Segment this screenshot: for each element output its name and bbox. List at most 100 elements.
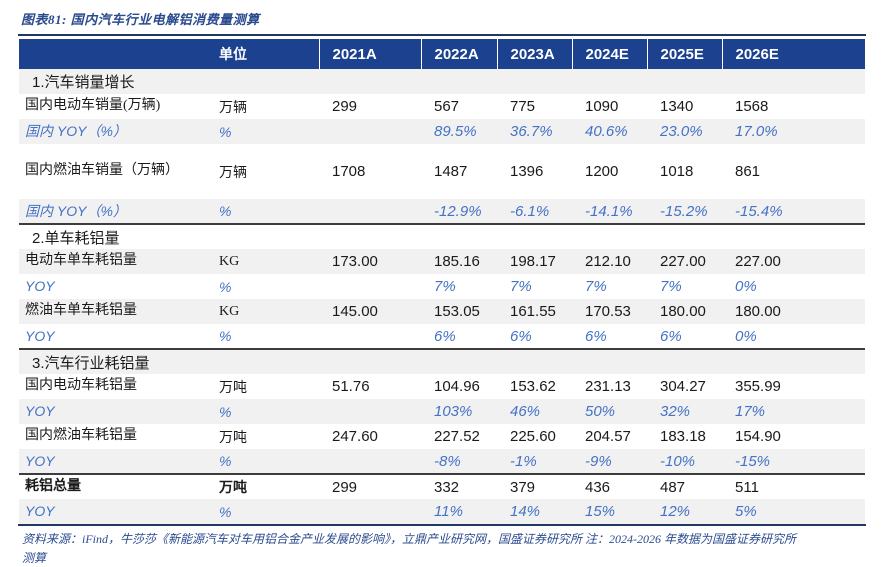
research-report-figure: 图表81: 国内汽车行业电解铝消费量测算 单位 2021A 2022A 2023A 2… <box>0 9 884 565</box>
header-year-2024E: 2024E <box>571 39 647 69</box>
table-row: 国内 YOY（%）% -12.9% -6.1% -14.1% -15.2% -15.4% <box>19 199 865 225</box>
cell-2024E: 15% <box>585 503 616 520</box>
row-unit: 万辆 <box>219 100 247 116</box>
cell-2022A: -12.9% <box>421 199 497 225</box>
cell-2025E: 7% <box>660 278 682 295</box>
section-label: 1.汽车销量增长 <box>32 74 135 91</box>
cell-2026E: 0% <box>722 324 865 350</box>
table-bottom-rule <box>18 524 866 526</box>
cell-2021A: 1708 <box>332 163 366 180</box>
row-unit: KG <box>219 303 240 319</box>
row-unit: % <box>214 449 319 475</box>
cell-2023A: 14% <box>510 503 541 520</box>
table-row: 国内燃油车耗铝量 万吨 247.60 227.52 225.60 204.57 183.18… <box>19 424 865 449</box>
row-unit: 万吨 <box>219 430 247 446</box>
cell-2026E: 180.00 <box>735 303 781 320</box>
table-row: YOY% 11% 14% 15% 12% 5% <box>19 499 865 524</box>
table-row: YOY% 6% 6% 6% 6% 0% <box>19 324 865 350</box>
cell-2026E: 227.00 <box>735 253 781 270</box>
source-note-line1: 资料来源：iFind，牛莎莎《新能源汽车对车用铝合金产业发展的影响》，立鼎产业研… <box>22 532 796 546</box>
cell-2023A: 36.7% <box>510 123 553 140</box>
row-label: 国内电动车销量(万辆) <box>25 98 161 114</box>
cell-2025E: -10% <box>647 449 722 475</box>
cell-2022A: 104.96 <box>434 378 480 395</box>
cell-2022A: 103% <box>434 403 473 420</box>
cell-2021A: 145.00 <box>332 303 378 320</box>
header-unit-cell: 单位 <box>219 48 247 63</box>
table-row: YOY% -8% -1% -9% -10% -15% <box>19 449 865 475</box>
cell-2022A: 7% <box>434 278 456 295</box>
cell-2022A: 332 <box>434 478 460 496</box>
cell-2025E: 304.27 <box>660 378 706 395</box>
cell-2026E: 5% <box>735 503 757 520</box>
cell-2024E: 170.53 <box>585 303 631 320</box>
cell-2025E: 6% <box>647 324 722 350</box>
cell-2023A: 379 <box>510 478 536 496</box>
section-row: 3.汽车行业耗铝量 <box>19 349 865 374</box>
section-row: 1.汽车销量增长 <box>19 69 865 94</box>
cell-2024E: 7% <box>585 278 607 295</box>
cell-2022A: 567 <box>434 98 460 115</box>
table-row: 国内燃油车销量（万辆） 万辆 1708 1487 1396 1200 1018 861 <box>19 144 865 199</box>
header-year-2026E: 2026E <box>721 39 865 69</box>
row-unit: % <box>219 403 232 420</box>
table-top-rule <box>18 34 866 36</box>
cell-2026E: 1568 <box>735 98 769 115</box>
cell-2023A: 7% <box>510 278 532 295</box>
cell-2025E: 32% <box>660 403 691 420</box>
cell-2021A: 51.76 <box>332 378 370 395</box>
row-label: YOY <box>19 324 214 350</box>
table-header: 单位 2021A 2022A 2023A 2024E 2025E 2026E <box>19 39 865 69</box>
table-row: YOY% 7% 7% 7% 7% 0% <box>19 274 865 299</box>
cell-2023A: 161.55 <box>510 303 556 320</box>
cell-2026E: 511 <box>735 478 759 496</box>
row-label: 电动车单车耗铝量 <box>25 253 137 269</box>
cell-2026E: 17.0% <box>735 123 778 140</box>
source-note: 资料来源：iFind，牛莎莎《新能源汽车对车用铝合金产业发展的影响》，立鼎产业研… <box>22 530 868 567</box>
row-unit: KG <box>219 253 240 269</box>
cell-2021A <box>319 324 421 350</box>
row-unit: % <box>219 503 232 520</box>
table-body: 1.汽车销量增长 国内电动车销量(万辆) 万辆 299 567 775 1090 1340 15… <box>19 69 865 524</box>
cell-2024E: -14.1% <box>572 199 647 225</box>
cell-2026E: 17% <box>735 403 766 420</box>
table-row: 燃油车单车耗铝量 KG 145.00 153.05 161.55 170.53 180.00… <box>19 299 865 324</box>
cell-2024E: 1090 <box>585 98 619 115</box>
cell-2022A: 185.16 <box>434 253 480 270</box>
cell-2025E: 23.0% <box>660 123 703 140</box>
cell-2026E: 861 <box>735 163 761 180</box>
cell-2026E: -15% <box>722 449 865 475</box>
cell-2022A: 227.52 <box>434 428 480 445</box>
cell-2024E: 1200 <box>585 163 619 180</box>
section-row: 2.单车耗铝量 <box>19 224 865 249</box>
cell-2023A: 225.60 <box>510 428 556 445</box>
row-label: 耗铝总量 <box>25 478 81 494</box>
cell-2025E: 1340 <box>660 98 694 115</box>
table-row: 电动车单车耗铝量 KG 173.00 185.16 198.17 212.10 227.00… <box>19 249 865 274</box>
cell-2026E: 355.99 <box>735 378 781 395</box>
row-unit: % <box>219 123 232 140</box>
header-year-2021A: 2021A <box>318 39 421 69</box>
row-unit: 万辆 <box>219 165 247 181</box>
section-label: 3.汽车行业耗铝量 <box>32 354 150 372</box>
header-year-2025E: 2025E <box>646 39 722 69</box>
aluminum-consumption-table: 单位 2021A 2022A 2023A 2024E 2025E 2026E 1.汽车销量… <box>19 39 865 524</box>
table-row: 国内电动车销量(万辆) 万辆 299 567 775 1090 1340 1568 <box>19 94 865 119</box>
cell-2021A <box>319 399 421 424</box>
table-row: 耗铝总量 万吨 299 332 379 436 487 511 <box>19 474 865 499</box>
cell-2021A <box>319 499 421 524</box>
row-unit: % <box>214 199 319 225</box>
cell-2022A: -8% <box>421 449 497 475</box>
cell-2024E: 231.13 <box>585 378 631 395</box>
cell-2021A <box>319 449 421 475</box>
cell-2024E: 40.6% <box>585 123 628 140</box>
cell-2023A: 46% <box>510 403 541 420</box>
cell-2025E: 487 <box>660 478 686 496</box>
cell-2021A: 299 <box>332 478 358 496</box>
source-note-line2: 测算 <box>22 550 47 565</box>
header-row: 单位 2021A 2022A 2023A 2024E 2025E 2026E <box>19 39 865 69</box>
cell-2022A: 153.05 <box>434 303 480 320</box>
row-label: YOY <box>19 449 214 475</box>
cell-2024E: 436 <box>585 478 611 496</box>
header-year-2022A: 2022A <box>420 39 497 69</box>
